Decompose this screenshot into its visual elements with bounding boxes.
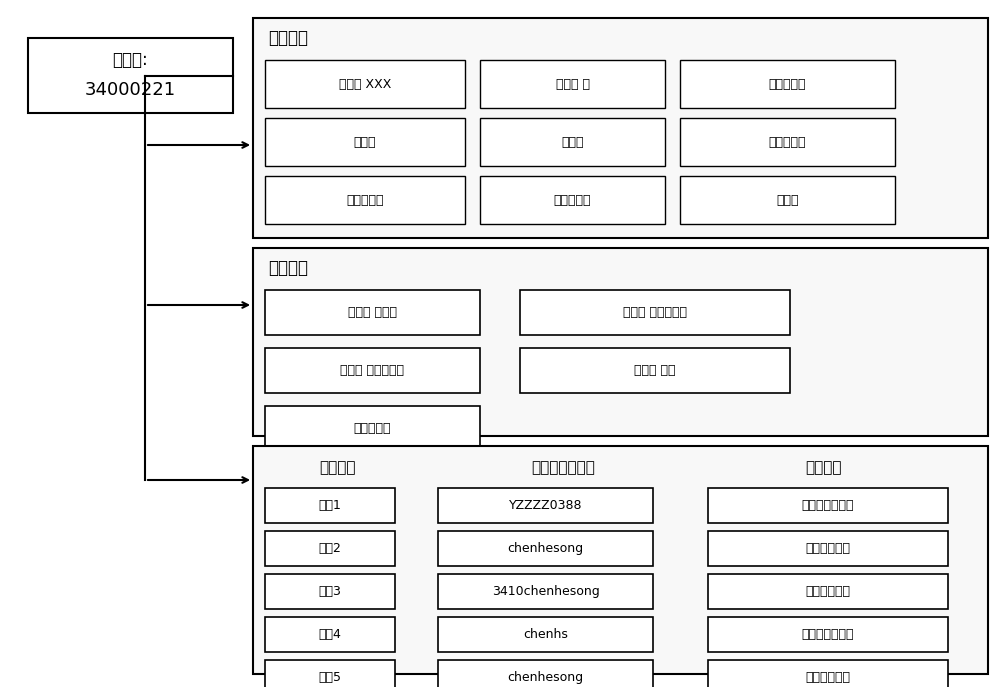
Text: 电话：: 电话：	[561, 135, 584, 148]
Bar	[480, 118, 665, 166]
Bar	[265, 118, 465, 166]
Text: 政治面貌：: 政治面貌：	[769, 135, 806, 148]
Text: 对应角色: 对应角色	[805, 460, 841, 475]
Text: 出生年月：: 出生年月：	[769, 78, 806, 91]
Bar	[265, 290, 480, 335]
Text: 组织信息: 组织信息	[268, 259, 308, 277]
Bar	[708, 531, 948, 566]
Bar	[520, 290, 790, 335]
Bar	[253, 248, 988, 436]
Text: 邮笱：: 邮笱：	[354, 135, 376, 148]
Bar	[480, 60, 665, 108]
Text: 职位： 科长: 职位： 科长	[634, 364, 676, 377]
Text: 科室： 规划建设科: 科室： 规划建设科	[340, 364, 404, 377]
Text: 系统5: 系统5	[318, 671, 342, 684]
Bar	[265, 660, 395, 687]
Bar	[265, 60, 465, 108]
Bar	[265, 406, 480, 451]
Text: chenhs: chenhs	[523, 628, 568, 641]
Text: 部门： 计费业务部: 部门： 计费业务部	[623, 306, 687, 319]
Text: 级别：: 级别：	[776, 194, 799, 207]
Bar	[265, 176, 465, 224]
Text: 系统1: 系统1	[319, 499, 341, 512]
Bar	[480, 176, 665, 224]
Bar	[438, 531, 653, 566]
Text: 上级领导：: 上级领导：	[354, 422, 391, 435]
Text: 主帐号:: 主帐号:	[113, 51, 148, 69]
Bar	[438, 488, 653, 523]
Text: 项目经理角色: 项目经理角色	[806, 585, 850, 598]
Bar	[708, 574, 948, 609]
Bar	[680, 176, 895, 224]
Bar	[28, 38, 233, 113]
Bar	[680, 118, 895, 166]
Bar	[438, 617, 653, 652]
Text: 省公司系统分析: 省公司系统分析	[802, 628, 854, 641]
Text: 系统3: 系统3	[319, 585, 341, 598]
Bar	[520, 348, 790, 393]
Bar	[265, 488, 395, 523]
Text: 省中心查询角色: 省中心查询角色	[802, 499, 854, 512]
Text: 姓名： XXX: 姓名： XXX	[339, 78, 391, 91]
Text: 入职时间：: 入职时间：	[554, 194, 591, 207]
Bar	[265, 531, 395, 566]
Bar	[708, 660, 948, 687]
Text: chenhesong: chenhesong	[507, 671, 584, 684]
Text: 办公地点：: 办公地点：	[346, 194, 384, 207]
Bar	[265, 617, 395, 652]
Text: 系统4: 系统4	[319, 628, 341, 641]
Bar	[680, 60, 895, 108]
Text: chenhesong: chenhesong	[507, 542, 584, 555]
Text: 科室主管角色: 科室主管角色	[806, 542, 850, 555]
Bar	[265, 348, 480, 393]
Bar	[708, 617, 948, 652]
Text: 3410chenhesong: 3410chenhesong	[492, 585, 599, 598]
Text: 从帐号对应关系: 从帐号对应关系	[531, 460, 595, 475]
Text: 34000221: 34000221	[85, 81, 176, 99]
Bar	[265, 574, 395, 609]
Text: 性别： 男: 性别： 男	[556, 78, 590, 91]
Text: 项目经理角色: 项目经理角色	[806, 671, 850, 684]
Text: 员工信息: 员工信息	[268, 29, 308, 47]
Text: 系统2: 系统2	[319, 542, 341, 555]
Bar	[253, 18, 988, 238]
Text: 节点： 省公司: 节点： 省公司	[348, 306, 397, 319]
Bar	[438, 574, 653, 609]
Bar	[253, 446, 988, 674]
Bar	[708, 488, 948, 523]
Text: 应用系统: 应用系统	[320, 460, 356, 475]
Bar	[438, 660, 653, 687]
Text: YZZZZ0388: YZZZZ0388	[509, 499, 582, 512]
